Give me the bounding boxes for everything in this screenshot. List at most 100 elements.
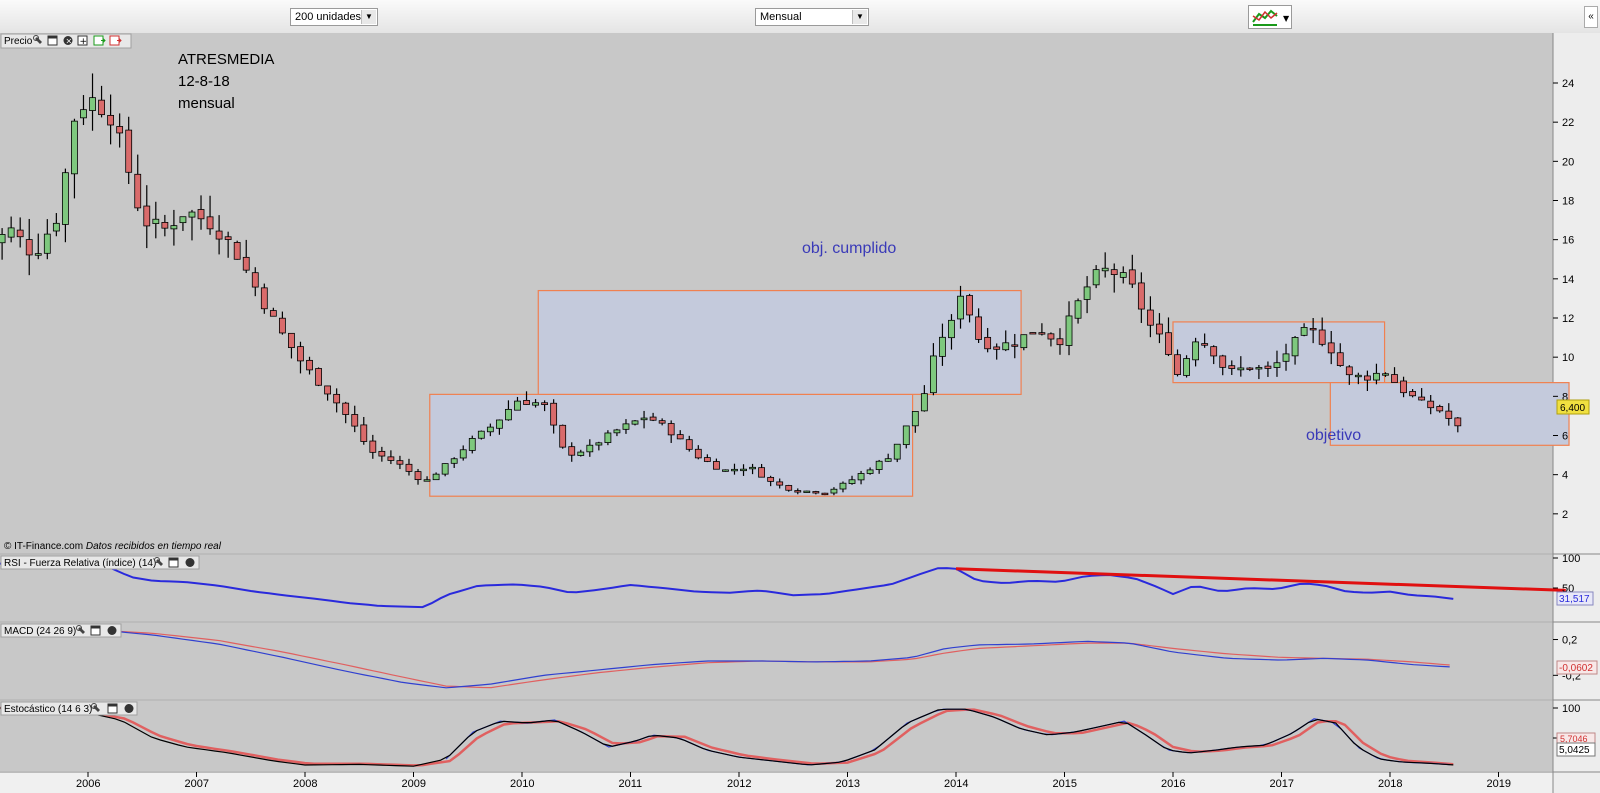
collapse-button[interactable]: «	[1584, 6, 1598, 28]
stoch-k-line	[0, 707, 1454, 767]
candle-body	[722, 469, 729, 472]
candle-body	[1363, 375, 1371, 381]
candle-body	[884, 458, 892, 462]
candle-body	[360, 424, 368, 442]
chart-type-button[interactable]: ▼	[1248, 5, 1292, 29]
wrench-icon[interactable]	[91, 703, 101, 713]
candle-body	[288, 332, 295, 349]
stoch-panel-header: Estocástico (14 6 3)	[0, 701, 138, 716]
candle-body	[1002, 342, 1010, 351]
candle-body	[1445, 410, 1453, 419]
candle-body	[758, 467, 766, 478]
macd-tick-label: 0,2	[1562, 635, 1577, 647]
candle-body	[712, 461, 720, 470]
rsi-tick-label: 100	[1562, 553, 1580, 565]
candle-body	[414, 471, 422, 481]
candle-body	[1409, 391, 1417, 397]
candle-body	[71, 120, 78, 175]
candle-body	[242, 256, 250, 271]
macd-line	[12, 627, 1450, 689]
candle-body	[1427, 400, 1435, 409]
candle-body	[703, 457, 711, 462]
candle-body	[1255, 367, 1263, 370]
close-icon[interactable]	[185, 558, 195, 567]
units-select[interactable]: 200 unidades ▼	[290, 8, 378, 26]
candle-body	[939, 336, 946, 357]
time-tick-label: 2007	[185, 778, 209, 790]
candle-body	[1156, 323, 1163, 335]
copyright-text: © IT-Finance.com Datos recibidos en tiem…	[4, 541, 222, 552]
time-tick-label: 2009	[402, 778, 426, 790]
candle-body	[116, 126, 124, 134]
candle-body	[1101, 267, 1109, 272]
candle-body	[1373, 372, 1380, 381]
candle-body	[586, 444, 594, 453]
candle-body	[333, 393, 341, 404]
svg-text:×: ×	[66, 37, 73, 46]
candle-body	[43, 233, 51, 254]
candle-body	[260, 287, 268, 310]
rsi-panel-header: RSI - Fuerza Relativa (índice) (14)	[0, 555, 200, 570]
macd-signal-line	[12, 628, 1450, 689]
add-indicator-icon[interactable]	[77, 35, 88, 46]
wrench-icon[interactable]	[154, 557, 164, 567]
candle-body	[1047, 333, 1055, 340]
candle-body	[1418, 396, 1426, 401]
period-select[interactable]: Mensual ▼	[755, 8, 869, 26]
candle-body	[541, 402, 549, 405]
price-tick-label: 18	[1562, 196, 1574, 208]
price-tick-label: 2	[1562, 509, 1568, 521]
period-select-value: Mensual	[760, 11, 802, 23]
candle-body	[1137, 282, 1145, 310]
candle-body	[351, 414, 359, 427]
candle-body	[514, 400, 521, 411]
stoch-panel-label: Estocástico (14 6 3)	[4, 704, 92, 715]
svg-text:6,400: 6,400	[1560, 403, 1585, 414]
chevron-down-icon: ▼	[852, 10, 867, 24]
price-tick-label: 4	[1562, 470, 1568, 482]
macd-last-value-badge: -0,0602	[1556, 660, 1598, 675]
price-tick-label: 20	[1562, 156, 1574, 168]
candle-body	[1391, 374, 1398, 383]
chevron-down-icon: ▼	[361, 10, 376, 24]
candle-body	[1300, 327, 1308, 336]
candle-body	[215, 230, 223, 240]
candle-body	[495, 419, 503, 429]
candle-body	[604, 432, 612, 443]
candle-body	[342, 402, 350, 415]
wrench-icon[interactable]	[76, 625, 86, 635]
candle-body	[839, 482, 847, 490]
rsi-panel-bg	[0, 555, 1553, 621]
candle-body	[125, 129, 133, 173]
candle-body	[595, 442, 603, 446]
candle-body	[1309, 328, 1317, 331]
candle-body	[324, 385, 332, 395]
candle-body	[1436, 406, 1444, 412]
close-icon[interactable]	[63, 36, 73, 45]
candle-body	[52, 222, 60, 232]
wrench-icon[interactable]	[33, 35, 43, 45]
candle-body	[1092, 269, 1100, 286]
candle-body	[179, 216, 187, 224]
candle-body	[278, 317, 286, 334]
candle-body	[1192, 341, 1200, 361]
candle-body	[378, 450, 386, 457]
candle-body	[893, 443, 901, 460]
candle-body	[441, 463, 449, 475]
candle-body	[649, 416, 657, 421]
candle-body	[523, 400, 530, 405]
candle-body	[920, 393, 928, 412]
stoch-tick-label: 100	[1562, 703, 1580, 715]
candle-body	[134, 173, 142, 209]
macd-panel-header: MACD (24 26 9)	[0, 623, 122, 638]
candle-body	[640, 417, 648, 421]
candle-body	[1354, 374, 1362, 378]
close-icon[interactable]	[107, 626, 117, 635]
candle-body	[866, 469, 874, 474]
candle-body	[315, 368, 322, 386]
candle-body	[1327, 342, 1335, 354]
close-icon[interactable]	[124, 704, 134, 713]
price-tick-label: 16	[1562, 235, 1574, 247]
svg-text:-0,0602: -0,0602	[1559, 663, 1593, 674]
